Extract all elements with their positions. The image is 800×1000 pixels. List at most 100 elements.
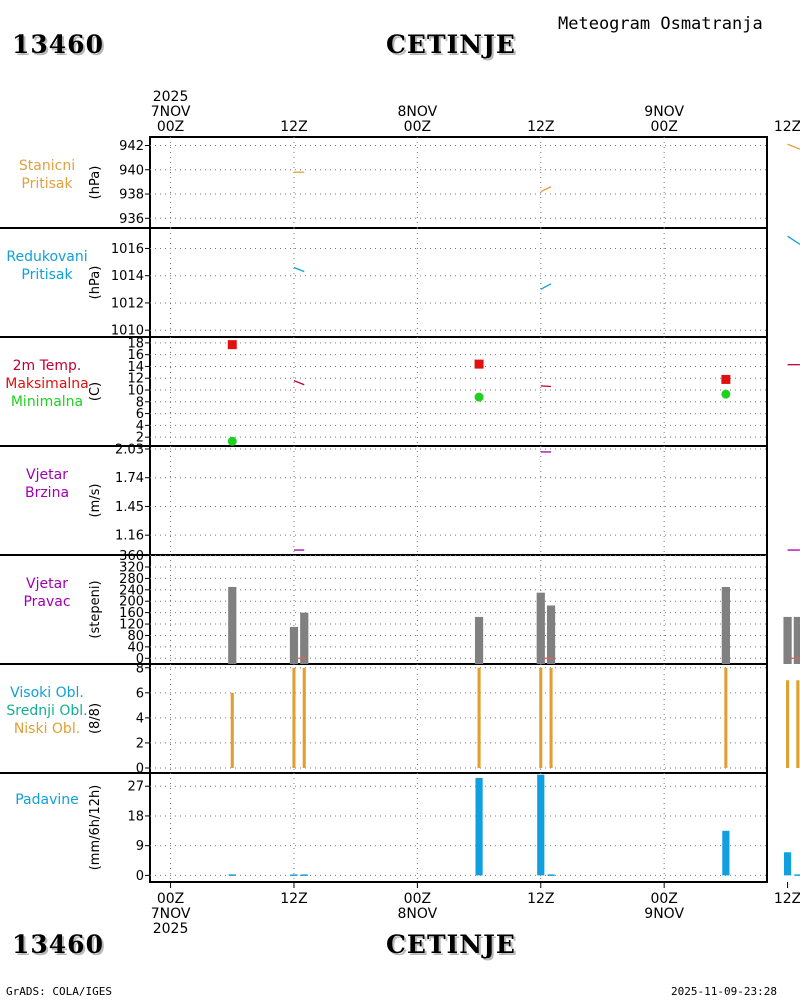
wind-direction-y-tick-label: 160 <box>119 606 144 621</box>
generation-timestamp: 2025-11-09-23:28 <box>671 985 777 998</box>
reduced-pressure-unit-label: (hPa) <box>88 266 103 300</box>
temperature-label: 2m Temp. <box>13 358 82 374</box>
wind-speed-y-tick-label: 1.74 <box>115 471 144 486</box>
top-time-label: 12Z <box>774 119 800 135</box>
top-time-label: 00Z <box>404 119 431 135</box>
reduced-pressure-y-tick-label: 1010 <box>111 324 144 339</box>
station-pressure-segment <box>540 186 552 193</box>
precipitation-bar <box>475 777 483 876</box>
cloud-cover-bar <box>796 680 800 768</box>
wind-direction-bar <box>228 586 237 664</box>
wind-direction-y-tick-label: 280 <box>119 572 144 587</box>
cloud-cover-y-tick-label: 6 <box>136 686 144 701</box>
top-time-label: 9NOV <box>644 104 684 120</box>
temperature-segment <box>293 379 305 386</box>
bottom-time-label: 12Z <box>527 891 554 907</box>
wind-direction-label: Vjetar <box>26 576 68 592</box>
precipitation-unit-label: (mm/6h/12h) <box>88 785 103 871</box>
wind-speed-label: Brzina <box>25 485 69 501</box>
wind-speed-unit-label: (m/s) <box>88 484 103 518</box>
cloud-cover-bar <box>477 667 481 768</box>
wind-direction-y-tick-label: 200 <box>119 595 144 610</box>
wind-direction-y-tick-label: 240 <box>119 583 144 598</box>
bottom-time-label: 12Z <box>280 891 307 907</box>
top-time-label: 7NOV <box>151 104 191 120</box>
temperature-y-tick-label: 2 <box>136 431 144 446</box>
wind-direction-y-tick-label: 80 <box>127 629 144 644</box>
wind-direction-y-tick-label: 320 <box>119 560 144 575</box>
wind-direction-y-tick-label: 40 <box>127 640 144 655</box>
wind-direction-y-tick-label: 0 <box>136 652 144 667</box>
reduced-pressure-y-tick-label: 1012 <box>111 296 144 311</box>
wind-direction-bar <box>474 616 484 664</box>
reduced-pressure-y-tick-label: 1016 <box>111 242 144 257</box>
cloud-cover-bar <box>292 667 296 768</box>
wind-speed-label: Vjetar <box>26 467 68 483</box>
reduced-pressure-segment <box>540 283 552 290</box>
wind-direction-bar <box>721 586 730 664</box>
cloud-cover-unit-label: (8/8) <box>88 703 103 734</box>
precipitation-y-tick-label: 9 <box>136 839 144 854</box>
cloud-cover-bar <box>539 667 543 768</box>
wind-speed-y-tick-label: 1.45 <box>115 500 144 515</box>
station-pressure-y-tick-label: 942 <box>119 139 144 154</box>
temperature-y-tick-label: 12 <box>127 372 144 387</box>
wind-direction-label: Pravac <box>23 594 70 610</box>
reduced-pressure-segment <box>787 235 800 245</box>
cloud-cover-bar <box>230 692 234 768</box>
bottom-time-label: 8NOV <box>397 906 437 922</box>
wind-direction-unit-label: (stepeni) <box>88 580 103 638</box>
top-time-label: 2025 <box>153 89 189 105</box>
cloud-cover-y-tick-label: 4 <box>136 711 144 726</box>
precipitation-y-tick-label: 0 <box>136 869 144 884</box>
temperature-y-tick-label: 8 <box>136 395 144 410</box>
wind-direction-bar <box>546 605 556 664</box>
cloud-cover-y-tick-label: 2 <box>136 736 144 751</box>
temperature-label: Maksimalna <box>5 376 89 392</box>
temperature-max-marker <box>227 340 237 350</box>
top-time-label: 12Z <box>280 119 307 135</box>
plot-frame <box>149 136 768 883</box>
wind-direction-y-tick-label: 360 <box>119 549 144 564</box>
precipitation-y-tick-label: 27 <box>127 780 144 795</box>
bottom-time-label: 7NOV <box>151 906 191 922</box>
temperature-y-tick-label: 18 <box>127 336 144 351</box>
bottom-time-label: 2025 <box>153 921 189 937</box>
reduced-pressure-label: Pritisak <box>21 267 73 283</box>
bottom-time-label: 00Z <box>650 891 677 907</box>
grads-credit: GrADS: COLA/IGES <box>6 985 112 998</box>
temperature-y-tick-label: 10 <box>127 384 144 399</box>
station-pressure-label: Stanicni <box>19 158 75 174</box>
precipitation-bar <box>783 852 792 876</box>
cloud-cover-bar <box>724 667 728 768</box>
temperature-max-marker <box>721 374 731 384</box>
temperature-max-marker <box>474 359 484 369</box>
temperature-unit-label: (C) <box>88 382 103 401</box>
cloud-cover-label: Visoki Obl. <box>10 685 84 701</box>
top-time-label: 12Z <box>527 119 554 135</box>
wind-direction-y-tick-label: 120 <box>119 618 144 633</box>
wind-direction-bar <box>289 626 299 664</box>
station-pressure-y-tick-label: 938 <box>119 188 144 203</box>
precipitation-bar <box>547 874 555 876</box>
temperature-y-tick-label: 16 <box>127 348 144 363</box>
precipitation-bar <box>290 874 298 876</box>
bottom-time-label: 12Z <box>774 891 800 907</box>
precipitation-bar <box>794 874 800 876</box>
cloud-cover-y-tick-label: 0 <box>136 761 144 776</box>
cloud-cover-bar <box>549 667 553 768</box>
reduced-pressure-y-tick-label: 1014 <box>111 269 144 284</box>
temperature-min-marker <box>721 389 731 399</box>
station-pressure-unit-label: (hPa) <box>88 166 103 200</box>
precipitation-bar <box>537 774 545 876</box>
precipitation-bar <box>228 874 236 876</box>
bottom-time-label: 00Z <box>157 891 184 907</box>
precipitation-y-tick-label: 18 <box>127 809 144 824</box>
station-name-top: CETINJE <box>386 30 516 59</box>
cloud-cover-bar <box>302 667 306 768</box>
wind-speed-y-tick-label: 2.03 <box>115 442 144 457</box>
station-pressure-y-tick-label: 940 <box>119 163 144 178</box>
cloud-cover-label: Niski Obl. <box>14 721 80 737</box>
